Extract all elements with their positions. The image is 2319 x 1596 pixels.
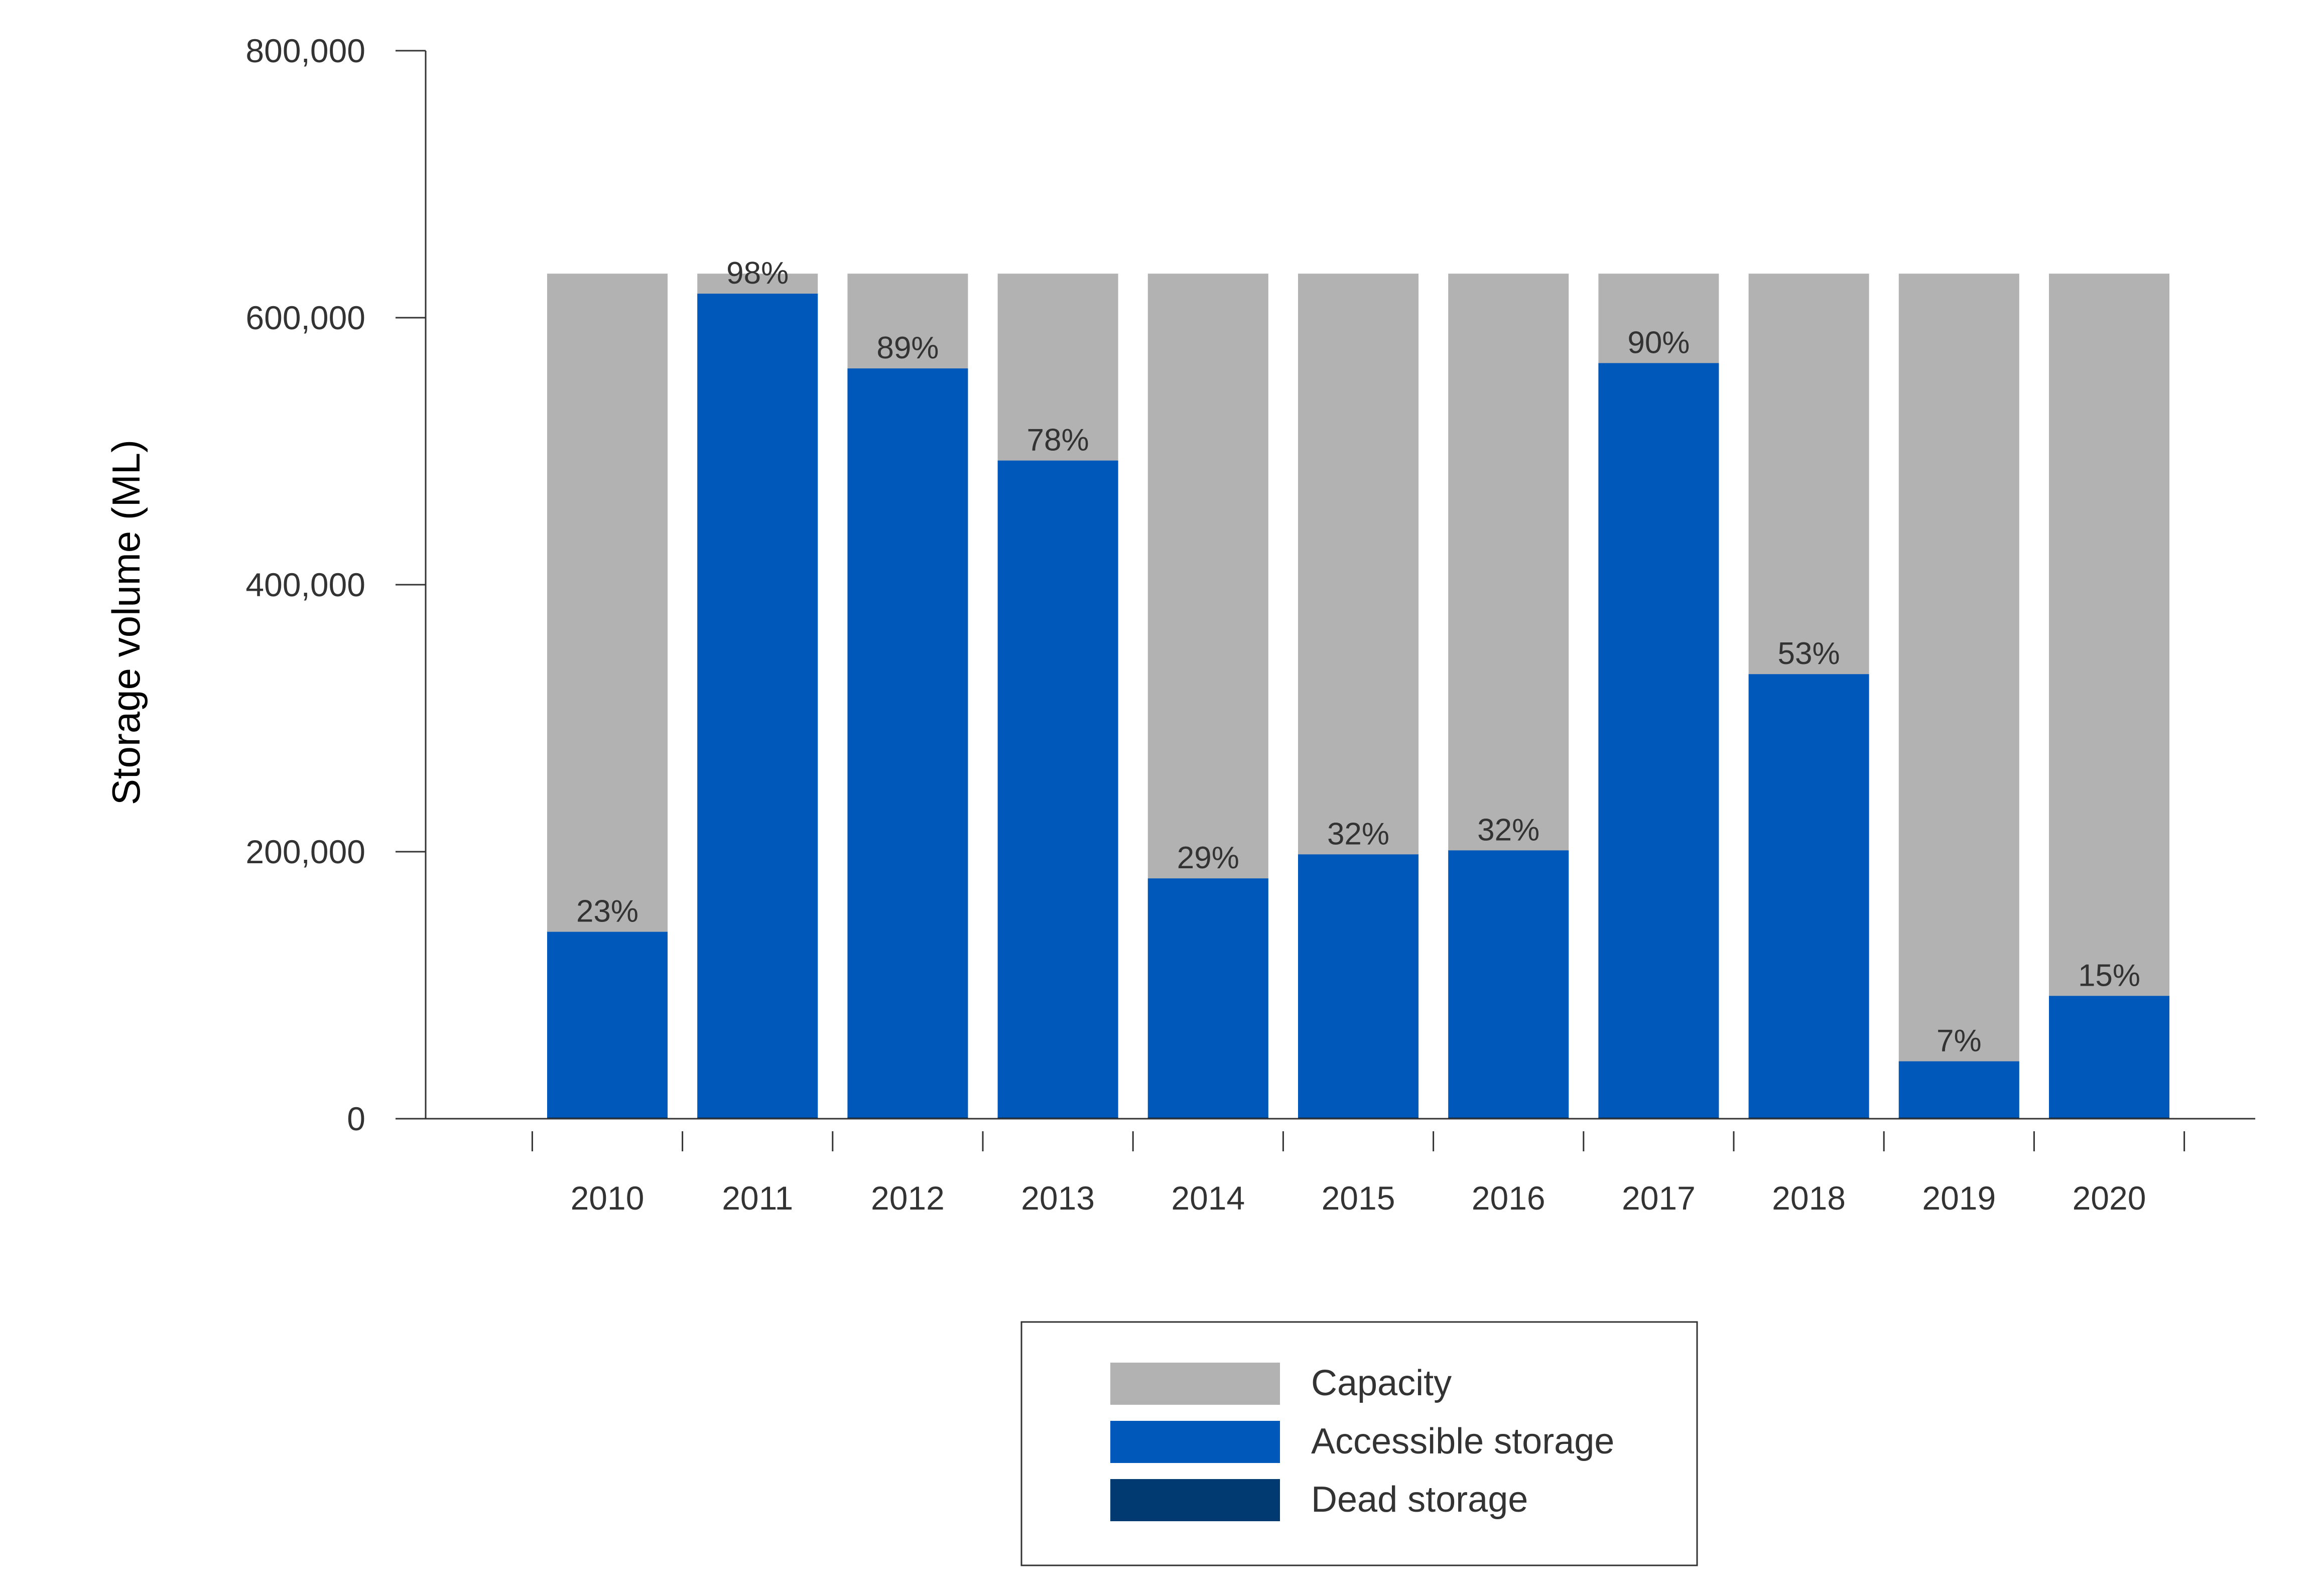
data-label-2017: 90%: [1627, 325, 1690, 360]
data-label-2015: 32%: [1327, 817, 1389, 851]
capacity-bar-2019: [1898, 274, 2019, 1119]
legend-label-dead-storage: Dead storage: [1311, 1480, 1528, 1520]
data-label-2018: 53%: [1778, 636, 1840, 671]
legend-label-accessible-storage: Accessible storage: [1311, 1421, 1614, 1461]
accessible-storage-bar-2020: [2049, 996, 2169, 1119]
x-tick-label-2016: 2016: [1472, 1179, 1545, 1217]
y-axis-title: Storage volume (ML): [104, 440, 148, 805]
accessible-storage-bar-2013: [997, 460, 1118, 1119]
accessible-storage-bar-2014: [1147, 878, 1268, 1119]
x-tick-label-2020: 2020: [2073, 1179, 2146, 1217]
x-tick-label-2014: 2014: [1171, 1179, 1245, 1217]
legend-label-capacity: Capacity: [1311, 1363, 1452, 1403]
legend-swatch-dead-storage: [1110, 1479, 1280, 1521]
legend: Capacity Accessible storage Dead storage: [1020, 1321, 1698, 1566]
accessible-storage-bar-2011: [697, 294, 818, 1119]
x-tick-label-2017: 2017: [1622, 1179, 1696, 1217]
accessible-storage-bar-2018: [1748, 674, 1869, 1119]
x-ticks-group: 2010 2011 2012 2013 2014 2015 2016 2017 2018 2019…: [531, 1131, 2185, 1217]
x-tick-label-2012: 2012: [871, 1179, 945, 1217]
data-labels-group: 23% 98% 89% 78% 29% 32% 32% 90% 53% 7% 15%: [576, 256, 2140, 1058]
y-tick-label-400000: 400,000: [245, 566, 365, 603]
legend-swatch-accessible-storage: [1110, 1421, 1280, 1463]
bars-group: [547, 274, 2169, 1119]
accessible-storage-bar-2015: [1298, 854, 1419, 1119]
data-label-2014: 29%: [1177, 841, 1239, 875]
accessible-storage-bar-2017: [1598, 363, 1719, 1119]
data-label-2010: 23%: [576, 894, 638, 929]
x-tick-label-2018: 2018: [1772, 1179, 1846, 1217]
legend-items: Capacity Accessible storage Dead storage: [1110, 1363, 1614, 1521]
x-tick-label-2013: 2013: [1021, 1179, 1095, 1217]
y-tick-label-800000: 800,000: [245, 32, 365, 69]
data-label-2011: 98%: [726, 256, 789, 291]
legend-swatch-capacity: [1110, 1363, 1280, 1405]
data-label-2013: 78%: [1027, 423, 1089, 458]
x-tick-label-2011: 2011: [722, 1179, 793, 1217]
y-tick-label-0: 0: [347, 1100, 365, 1137]
accessible-storage-bar-2016: [1448, 850, 1569, 1119]
y-ticks-group: 0 200,000 400,000 600,000 800,000: [245, 32, 426, 1137]
data-label-2016: 32%: [1477, 813, 1539, 847]
accessible-storage-bar-2012: [847, 368, 968, 1119]
accessible-storage-bar-2019: [1898, 1061, 2019, 1119]
y-tick-label-200000: 200,000: [245, 833, 365, 870]
x-tick-label-2015: 2015: [1322, 1179, 1395, 1217]
x-tick-label-2019: 2019: [1922, 1179, 1996, 1217]
data-label-2020: 15%: [2078, 958, 2140, 993]
accessible-storage-bar-2010: [547, 932, 668, 1119]
y-tick-label-600000: 600,000: [245, 299, 365, 336]
data-label-2012: 89%: [876, 331, 939, 365]
capacity-bar-2020: [2049, 274, 2169, 1119]
x-tick-label-2010: 2010: [571, 1179, 645, 1217]
data-label-2019: 7%: [1937, 1024, 1982, 1058]
